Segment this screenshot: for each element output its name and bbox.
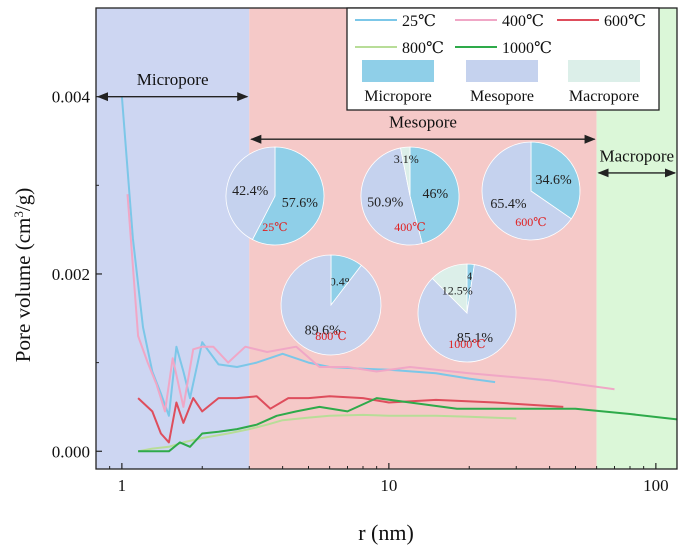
pie-5-temp: 1000℃: [448, 337, 485, 351]
pie-3-slice-2: [481, 141, 572, 241]
pie-3-label-1: 34.6%: [536, 173, 573, 188]
x-tick-label-2: 10: [380, 476, 397, 495]
pie-3-temp: 600℃: [515, 215, 546, 229]
legend-label-3: 600℃: [604, 13, 646, 30]
pie-2-label-2: 50.9%: [367, 196, 404, 211]
legend-label-1: 25℃: [402, 13, 436, 30]
pie-4-slice-2: [280, 254, 382, 356]
pie-5-slice-3: [431, 263, 468, 314]
region-arrows: Micropore Mesopore Macropore: [96, 70, 677, 178]
axes: 0.000 0.002 0.004 1 10 100: [52, 7, 678, 495]
y-tick-label-2: 0.002: [52, 265, 90, 284]
arrow-label-micropore: Micropore: [137, 70, 209, 89]
legend-patch-mesopore: [466, 60, 538, 82]
pie-1: 57.6% 42.4% 25℃: [225, 146, 325, 246]
pie-1-label-1: 57.6%: [282, 196, 319, 211]
series-line-5: [138, 397, 678, 453]
region-micropore: [96, 8, 250, 469]
pie-4-temp: 800℃: [315, 329, 346, 343]
legend-box: [346, 7, 660, 111]
pie-5: 2.4%85.1%12.5%1000℃: [417, 263, 517, 363]
pie-3-label-2: 65.4%: [490, 197, 527, 212]
pie-2-label-3: 3.1%: [394, 152, 419, 166]
legend-patch-label-mesopore: Mesopore: [470, 88, 534, 105]
arrow-label-mesopore: Mesopore: [389, 113, 457, 132]
pie-2-slice-2: [360, 147, 423, 246]
pie-2-slice-1: [409, 146, 460, 244]
y-axis-label: Pore volume (cm3/g): [11, 188, 36, 362]
legend-patch-micropore: [362, 60, 434, 82]
x-tick-label-3: 100: [643, 476, 669, 495]
legend-patch-label-macropore: Macropore: [569, 88, 639, 105]
pie-2-label-1: 46%: [422, 187, 448, 202]
legend: 25℃ 400℃ 600℃ 800℃ 1000℃ Micropore Mesopore Mac…: [346, 7, 660, 111]
pie-2: 46% 50.9% 3.1% 400℃: [360, 146, 460, 246]
pie-2-slice-3: [400, 146, 411, 197]
pie-1-slice-1: [251, 146, 325, 246]
series-line-3: [137, 395, 564, 444]
y-tick-label-1: 0.000: [52, 442, 90, 461]
pie-3: 34.6% 65.4% 600℃: [481, 141, 581, 241]
y-axis-label-main: Pore volume (cm: [11, 218, 35, 363]
legend-label-5: 1000℃: [502, 40, 552, 57]
y-axis-label-sup: 3: [11, 211, 26, 218]
pie-1-slice-2: [225, 146, 276, 241]
x-axis-label: r (nm): [358, 520, 414, 545]
x-tick-label-1: 1: [118, 476, 127, 495]
pie-charts: 57.6% 42.4% 25℃ 46% 50.9% 3.1% 400℃ 34.6% 65.4% 6…: [225, 141, 581, 363]
pie-1-temp: 25℃: [262, 220, 287, 234]
y-axis-label-tail: /g): [11, 188, 35, 211]
pie-5-label-2: 85.1%: [457, 331, 494, 346]
y-tick-label-3: 0.004: [52, 88, 91, 107]
pie-4-label-2: 89.6%: [305, 324, 342, 339]
series-line-2: [126, 194, 615, 413]
pie-3-slice-1: [530, 141, 581, 220]
arrow-label-macropore: Macropore: [600, 146, 675, 165]
pie-5-label-3: 12.5%: [442, 284, 473, 298]
legend-patch-label-micropore: Micropore: [364, 88, 432, 105]
pie-1-label-2: 42.4%: [232, 184, 269, 199]
legend-label-2: 400℃: [502, 13, 544, 30]
pie-2-temp: 400℃: [394, 220, 425, 234]
legend-patch-macropore: [568, 60, 640, 82]
pie-4: 10.4%89.6%800℃: [280, 254, 382, 356]
legend-label-4: 800℃: [402, 40, 444, 57]
data-series: [120, 96, 678, 453]
